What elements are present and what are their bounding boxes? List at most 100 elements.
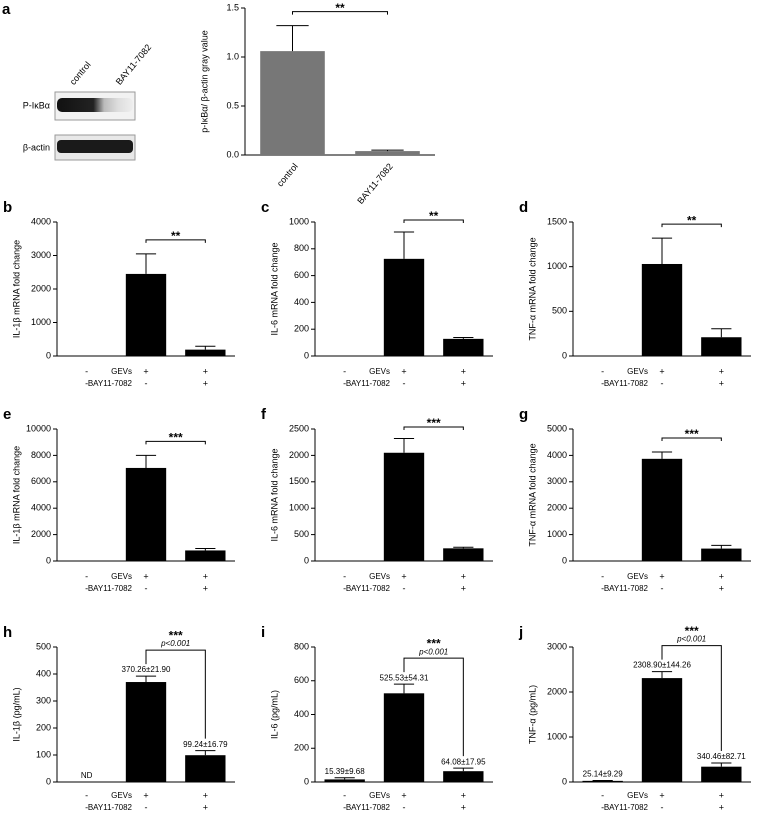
significance-bracket	[403, 426, 464, 430]
condition-sign: -	[601, 366, 604, 376]
y-axis-label: IL-6 (pg/mL)	[269, 690, 279, 739]
condition-sign: -	[403, 378, 406, 388]
condition-sign: +	[143, 571, 148, 581]
significance-bracket	[403, 657, 464, 757]
x-tick-label: control	[275, 161, 300, 188]
y-tick-label: 6000	[31, 476, 51, 486]
y-tick-label: 400	[36, 668, 51, 678]
y-tick-label: 1.5	[226, 2, 239, 12]
condition-sign: -	[343, 790, 346, 800]
condition-sign: +	[659, 790, 664, 800]
bar	[260, 51, 325, 156]
condition-sign: +	[719, 378, 724, 388]
y-tick-label: 0	[304, 555, 309, 565]
y-tick-label: 400	[294, 709, 309, 719]
bar	[641, 263, 683, 356]
y-tick-label: 500	[36, 641, 51, 651]
y-axis-label: p-IκBα/ β-actin gray value	[199, 30, 209, 132]
y-tick-label: 5000	[547, 423, 567, 433]
lane-label: BAY11-7082	[114, 42, 154, 87]
condition-name: BAY11-7082	[604, 584, 649, 593]
condition-sign: +	[203, 583, 208, 593]
y-tick-label: 0	[304, 350, 309, 360]
bar	[701, 548, 742, 561]
y-tick-label: 500	[294, 529, 309, 539]
y-tick-label: 500	[552, 306, 567, 316]
y-tick-label: 2000	[547, 686, 567, 696]
y-tick-label: 200	[294, 324, 309, 334]
p-value: p<0.001	[676, 635, 706, 644]
y-tick-label: 0.0	[226, 149, 239, 159]
blot-band	[57, 140, 133, 153]
y-tick-label: 2000	[289, 450, 309, 460]
significance: ***	[685, 427, 699, 441]
condition-name: BAY11-7082	[604, 803, 649, 812]
condition-sign: -	[145, 378, 148, 388]
y-tick-label: 200	[36, 722, 51, 732]
y-tick-label: 800	[294, 641, 309, 651]
y-tick-label: 4000	[547, 450, 567, 460]
blot-band	[57, 98, 133, 112]
significance: ***	[427, 636, 441, 650]
y-tick-label: 200	[294, 743, 309, 753]
significance-bracket	[403, 219, 464, 223]
bar	[383, 693, 425, 782]
bar	[701, 337, 742, 356]
condition-sign: -	[601, 571, 604, 581]
y-tick-label: 1000	[547, 261, 567, 271]
panel-letter: a	[2, 1, 11, 18]
value-label: 2308.90±144.26	[633, 661, 691, 670]
bar	[443, 771, 484, 782]
y-tick-label: 3000	[547, 476, 567, 486]
bar	[125, 273, 167, 356]
y-axis-label: IL-1β mRNA fold change	[11, 240, 21, 338]
y-tick-label: 0	[304, 776, 309, 786]
y-tick-label: 300	[36, 695, 51, 705]
condition-sign: +	[203, 802, 208, 812]
bar	[355, 151, 420, 155]
significance-bracket	[145, 440, 206, 445]
condition-sign: -	[85, 583, 88, 593]
bar	[443, 338, 484, 356]
y-tick-label: 1000	[289, 503, 309, 513]
bar	[641, 458, 683, 561]
significance: ***	[685, 624, 699, 638]
bar	[701, 766, 742, 782]
condition-sign: +	[461, 790, 466, 800]
bar	[125, 682, 167, 782]
y-tick-label: 600	[294, 270, 309, 280]
condition-name: GEVs	[627, 367, 648, 376]
condition-sign: +	[461, 583, 466, 593]
condition-sign: +	[461, 366, 466, 376]
y-tick-label: 800	[294, 243, 309, 253]
condition-sign: +	[401, 366, 406, 376]
condition-sign: +	[461, 571, 466, 581]
condition-name: GEVs	[111, 572, 132, 581]
condition-sign: +	[461, 802, 466, 812]
condition-name: GEVs	[369, 791, 390, 800]
bar	[125, 467, 167, 561]
y-tick-label: 1500	[547, 216, 567, 226]
bar	[443, 548, 484, 561]
condition-name: BAY11-7082	[604, 379, 649, 388]
y-tick-label: 4000	[31, 503, 51, 513]
value-label: 99.24±16.79	[183, 740, 228, 749]
y-tick-label: 1500	[289, 476, 309, 486]
y-tick-label: 2000	[31, 529, 51, 539]
condition-sign: +	[719, 571, 724, 581]
condition-sign: +	[719, 802, 724, 812]
significance: ***	[169, 431, 183, 445]
bar	[185, 349, 226, 356]
condition-name: BAY11-7082	[346, 803, 391, 812]
y-axis-label: TNF-α (pg/mL)	[527, 685, 537, 744]
condition-sign: -	[343, 802, 346, 812]
x-tick-label: BAY11-7082	[355, 161, 395, 206]
condition-sign: +	[719, 790, 724, 800]
y-tick-label: 0	[46, 555, 51, 565]
value-label: ND	[81, 771, 93, 780]
condition-name: BAY11-7082	[88, 379, 133, 388]
condition-name: GEVs	[111, 791, 132, 800]
bar	[641, 678, 683, 782]
panel-letter: g	[519, 406, 528, 423]
